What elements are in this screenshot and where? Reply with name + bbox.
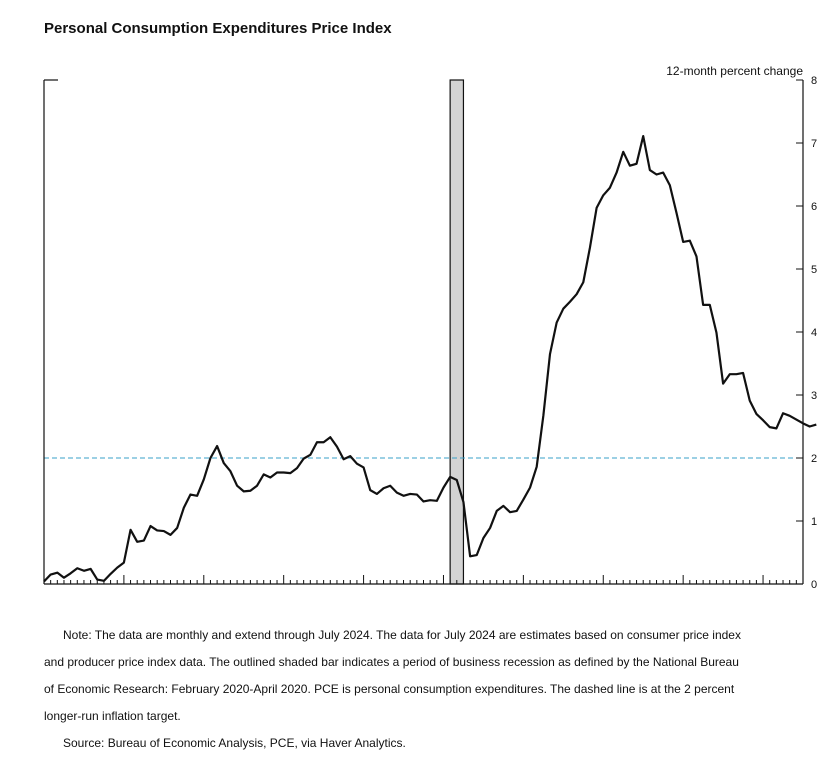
y-tick-label: 4 [811,327,817,339]
y-axis-label: 12-month percent change [666,64,803,78]
note-line: Note: The data are monthly and extend th… [63,628,741,642]
note-line: and producer price index data. The outli… [44,655,739,669]
y-tick-label: 0 [811,579,817,591]
y-tick-label: 8 [811,75,817,87]
y-tick-label: 5 [811,264,817,276]
recession-bar [449,79,465,585]
y-tick-label: 1 [811,516,817,528]
y-tick-label: 3 [811,390,817,402]
note-line: longer-run inflation target. [44,709,181,723]
pce-chart: 0123456782015201620172018201920202021202… [43,64,817,591]
chart-notes: Note: The data are monthly and extend th… [44,622,814,757]
y-tick-label: 7 [811,138,817,150]
source-note: Source: Bureau of Economic Analysis, PCE… [63,736,406,750]
pce-series-line [43,134,817,583]
y-tick-label: 6 [811,201,817,213]
note-line: of Economic Research: February 2020-Apri… [44,682,735,696]
y-tick-label: 2 [811,453,817,465]
chart-title: Personal Consumption Expenditures Price … [44,20,392,37]
